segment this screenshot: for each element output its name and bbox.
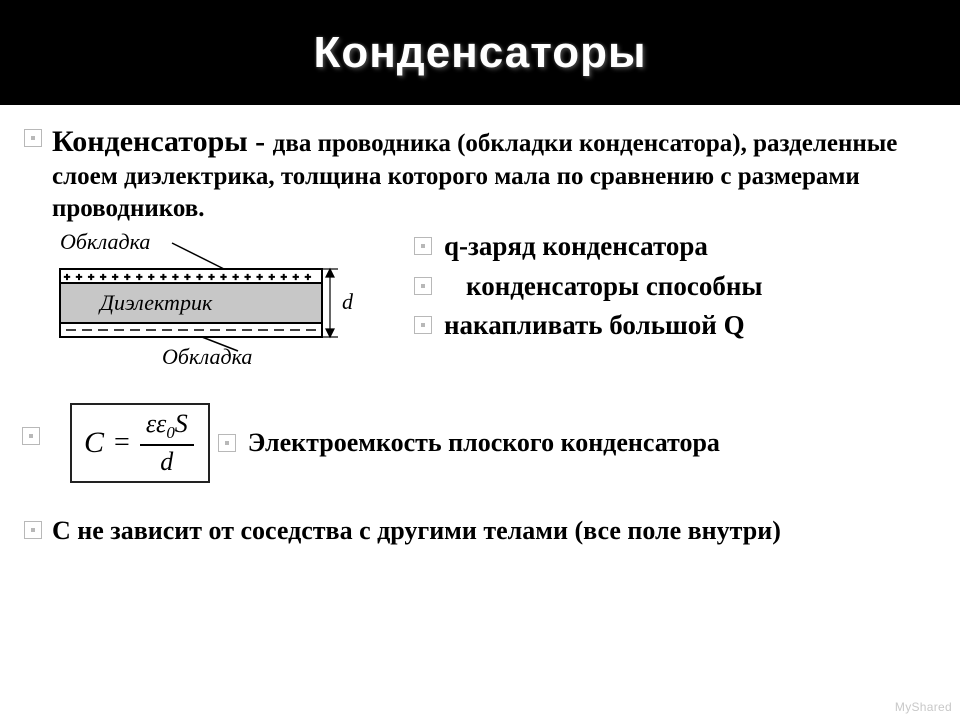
bullet-icon xyxy=(22,427,40,445)
side-text-block: q-заряд конденсатора конденсаторы способ… xyxy=(366,227,763,344)
formula-caption-text: Электроемкость плоского конденсатора xyxy=(248,428,720,457)
bullet-icon xyxy=(414,237,432,255)
page-title: Конденсаторы xyxy=(313,28,646,78)
final-statement-text: С не зависит от соседства с другими тела… xyxy=(52,516,781,545)
side-line-3: накапливать большой Q xyxy=(366,306,763,345)
bullet-icon xyxy=(24,521,42,539)
formula-eq: = xyxy=(114,427,130,459)
slide-body: Конденсаторы - два проводника (обкладки … xyxy=(0,105,960,548)
capacitor-diagram: Обкладка + + + + + + + + + + + + + + + +… xyxy=(52,229,362,379)
diagram-dim-label: d xyxy=(342,289,354,314)
watermark: MyShared xyxy=(895,700,952,714)
final-statement: С не зависит от соседства с другими тела… xyxy=(52,515,930,548)
formula-box: C = εε0S d xyxy=(70,403,210,483)
formula-row: C = εε0S d Электроемкость плоского конде… xyxy=(52,403,930,483)
side-line-2-text: конденсаторы способны xyxy=(466,271,763,301)
bullet-icon xyxy=(24,129,42,147)
side-line-1-text: q-заряд конденсатора xyxy=(444,231,708,261)
side-line-2: конденсаторы способны xyxy=(366,267,763,306)
formula-denominator: d xyxy=(140,444,194,475)
title-bar: Конденсаторы xyxy=(0,0,960,105)
bullet-icon xyxy=(414,316,432,334)
side-line-3-text: накапливать большой Q xyxy=(444,310,745,340)
formula-numerator: εε0S xyxy=(140,411,194,444)
capacitor-svg: Обкладка + + + + + + + + + + + + + + + +… xyxy=(52,229,362,379)
svg-text:+ + + + + + + + + + + + + + +: + + + + + + + + + + + + + + + + + + + + … xyxy=(64,272,311,283)
definition-lead: Конденсаторы - xyxy=(52,125,273,158)
diagram-bottom-label: Обкладка xyxy=(162,344,252,369)
bullet-icon xyxy=(414,277,432,295)
definition-block: Конденсаторы - два проводника (обкладки … xyxy=(52,123,930,225)
formula-caption: Электроемкость плоского конденсатора xyxy=(248,428,720,458)
bullet-icon xyxy=(218,434,236,452)
diagram-mid-label: Диэлектрик xyxy=(98,290,213,315)
formula-fraction: εε0S d xyxy=(140,411,194,475)
side-line-1: q-заряд конденсатора xyxy=(366,227,763,266)
diagram-top-label: Обкладка xyxy=(60,229,150,254)
diagram-row: Обкладка + + + + + + + + + + + + + + + +… xyxy=(52,227,930,379)
formula-lhs: C xyxy=(84,426,104,460)
